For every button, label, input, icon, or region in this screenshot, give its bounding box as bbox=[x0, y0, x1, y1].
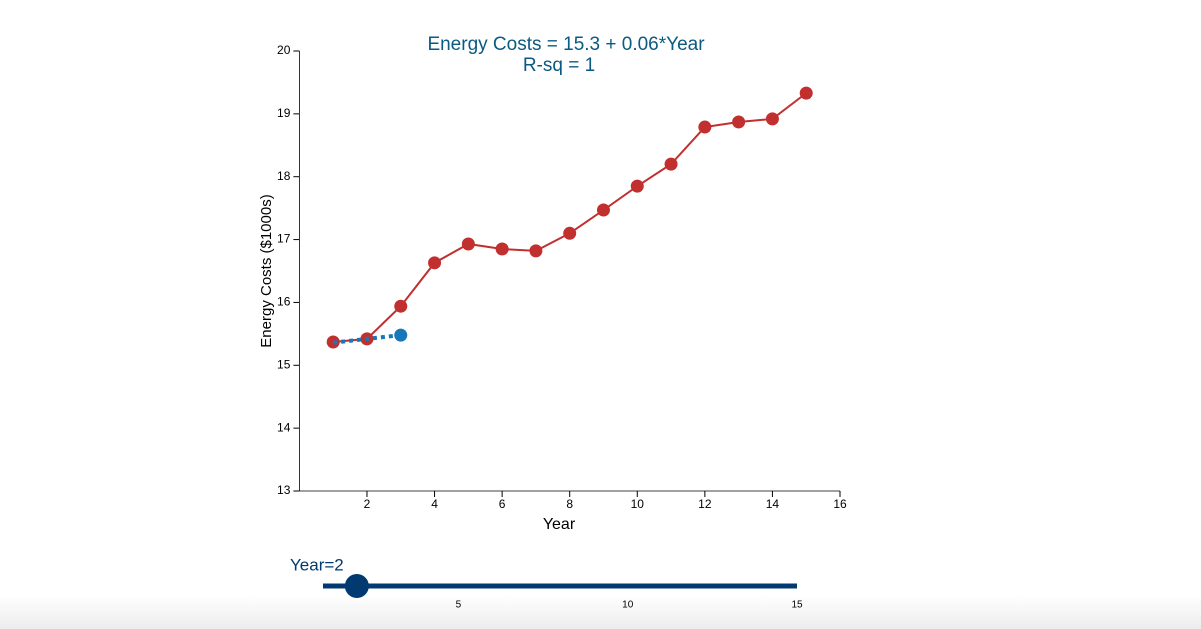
point bbox=[630, 179, 644, 193]
point bbox=[664, 157, 678, 171]
point bbox=[698, 120, 712, 134]
y-tick-label: 16 bbox=[277, 295, 291, 309]
y-axis-label: Energy Costs ($1000s) bbox=[258, 194, 275, 347]
x-tick-label: 12 bbox=[698, 497, 712, 511]
x-tick-label: 10 bbox=[631, 497, 645, 511]
x-tick-label: 14 bbox=[766, 497, 780, 511]
line bbox=[332, 333, 401, 345]
y-tick-label: 18 bbox=[277, 169, 291, 183]
y-tick-label: 14 bbox=[277, 420, 291, 434]
x-tick-label: 2 bbox=[364, 497, 371, 511]
y-tick-label: 17 bbox=[277, 232, 291, 246]
x-tick-label: 8 bbox=[566, 497, 573, 511]
slider-label: Year=2 bbox=[290, 555, 344, 574]
x-tick-label: 4 bbox=[431, 497, 438, 511]
point bbox=[428, 256, 442, 270]
x-tick-label: 6 bbox=[499, 497, 506, 511]
y-tick-label: 19 bbox=[277, 106, 291, 120]
point bbox=[732, 115, 746, 129]
slider-tick-label: 5 bbox=[456, 600, 462, 611]
point bbox=[394, 328, 408, 342]
point bbox=[765, 112, 779, 126]
point bbox=[394, 299, 408, 313]
point bbox=[495, 242, 509, 256]
point bbox=[461, 237, 475, 251]
y-tick-label: 20 bbox=[277, 43, 291, 57]
chart-title: Energy Costs = 15.3 + 0.06*Year bbox=[427, 34, 705, 55]
x-tick-label: 16 bbox=[833, 497, 847, 511]
chart-subtitle: R-sq = 1 bbox=[523, 55, 595, 76]
point bbox=[799, 86, 813, 100]
point bbox=[563, 226, 577, 240]
slider-tick-label: 15 bbox=[791, 600, 803, 611]
x-axis-label: Year bbox=[543, 516, 576, 533]
slider-tick-label: 10 bbox=[622, 600, 634, 611]
bottom-bar bbox=[0, 595, 1201, 629]
slider-handle[interactable] bbox=[344, 574, 369, 598]
point bbox=[596, 203, 610, 217]
y-tick-label: 15 bbox=[277, 357, 291, 371]
point bbox=[529, 244, 543, 258]
y-tick-label: 13 bbox=[277, 483, 291, 497]
